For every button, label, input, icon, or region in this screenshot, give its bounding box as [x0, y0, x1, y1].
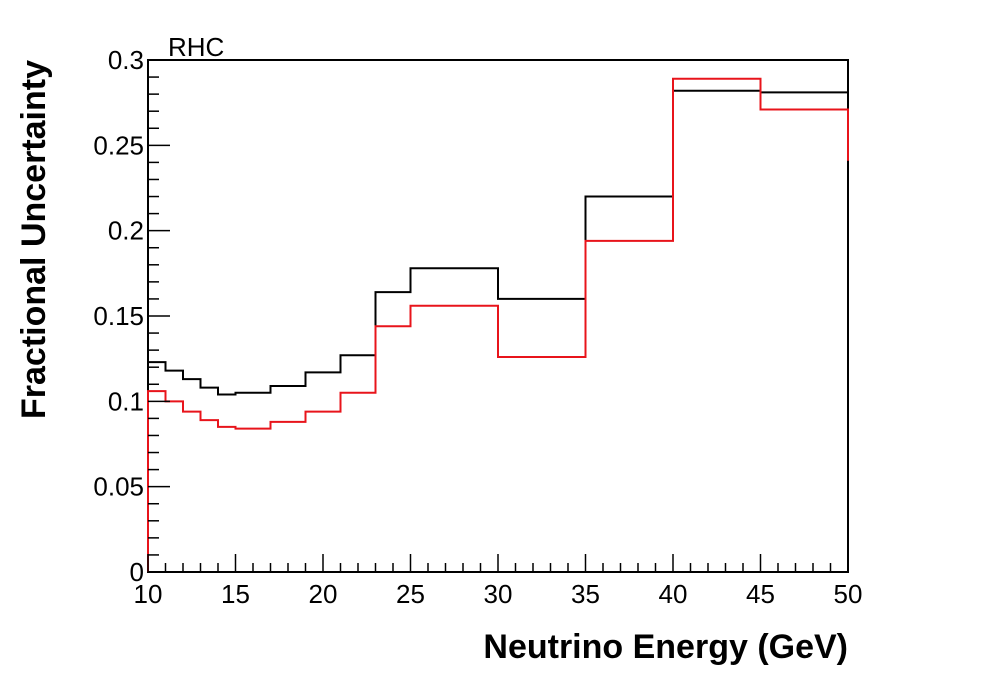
y-tick-label: 0 [130, 557, 144, 587]
series-line-1 [147, 89, 849, 572]
labels-layer: 10 15 20 25 30 35 40 45 50 0 0.05 0.1 0.15 0.2 0.25 0.3 [93, 45, 862, 609]
y-tick-label: 0.05 [93, 472, 144, 502]
panel-label: RHC [168, 32, 224, 62]
y-tick-label: 0.25 [93, 130, 144, 160]
x-tick-label: 35 [571, 579, 600, 609]
y-tick-label: 0.2 [108, 216, 144, 246]
y-tick-label: 0.1 [108, 386, 144, 416]
x-tick-label: 25 [396, 579, 425, 609]
ticks-layer [147, 59, 849, 573]
y-tick-label: 0.15 [93, 301, 144, 331]
x-tick-label: 30 [484, 579, 513, 609]
x-tick-label: 45 [746, 579, 775, 609]
y-tick-label: 0.3 [108, 45, 144, 75]
y-axis-title: Fractional Uncertainty [15, 60, 53, 419]
x-tick-label: 10 [134, 579, 163, 609]
series-layer [147, 77, 849, 572]
x-axis-title: Neutrino Energy (GeV) [483, 628, 848, 666]
x-tick-label: 15 [221, 579, 250, 609]
x-tick-label: 50 [834, 579, 863, 609]
x-tick-label: 40 [659, 579, 688, 609]
series-line-2 [147, 77, 849, 572]
x-tick-label: 20 [309, 579, 338, 609]
